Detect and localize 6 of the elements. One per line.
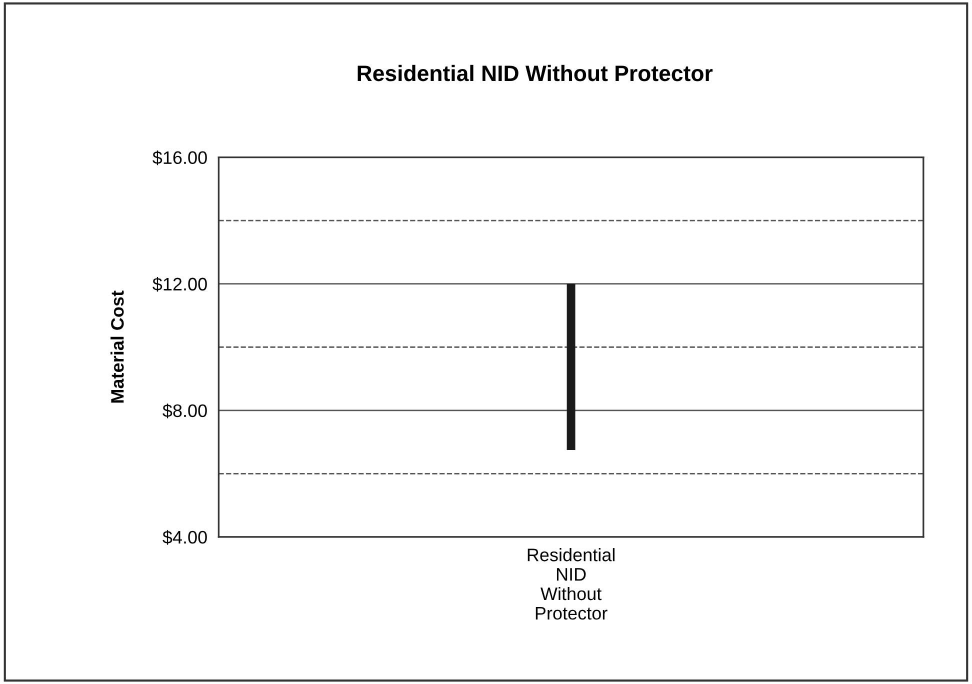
y-axis-title: Material Cost	[110, 290, 124, 403]
y-tick-label: $12.00	[152, 277, 207, 292]
y-tick-label: $4.00	[162, 530, 207, 545]
chart-title: Residential NID Without Protector	[358, 64, 713, 82]
y-tick-label: $16.00	[152, 150, 207, 166]
y-tick-label: $8.00	[162, 404, 207, 418]
